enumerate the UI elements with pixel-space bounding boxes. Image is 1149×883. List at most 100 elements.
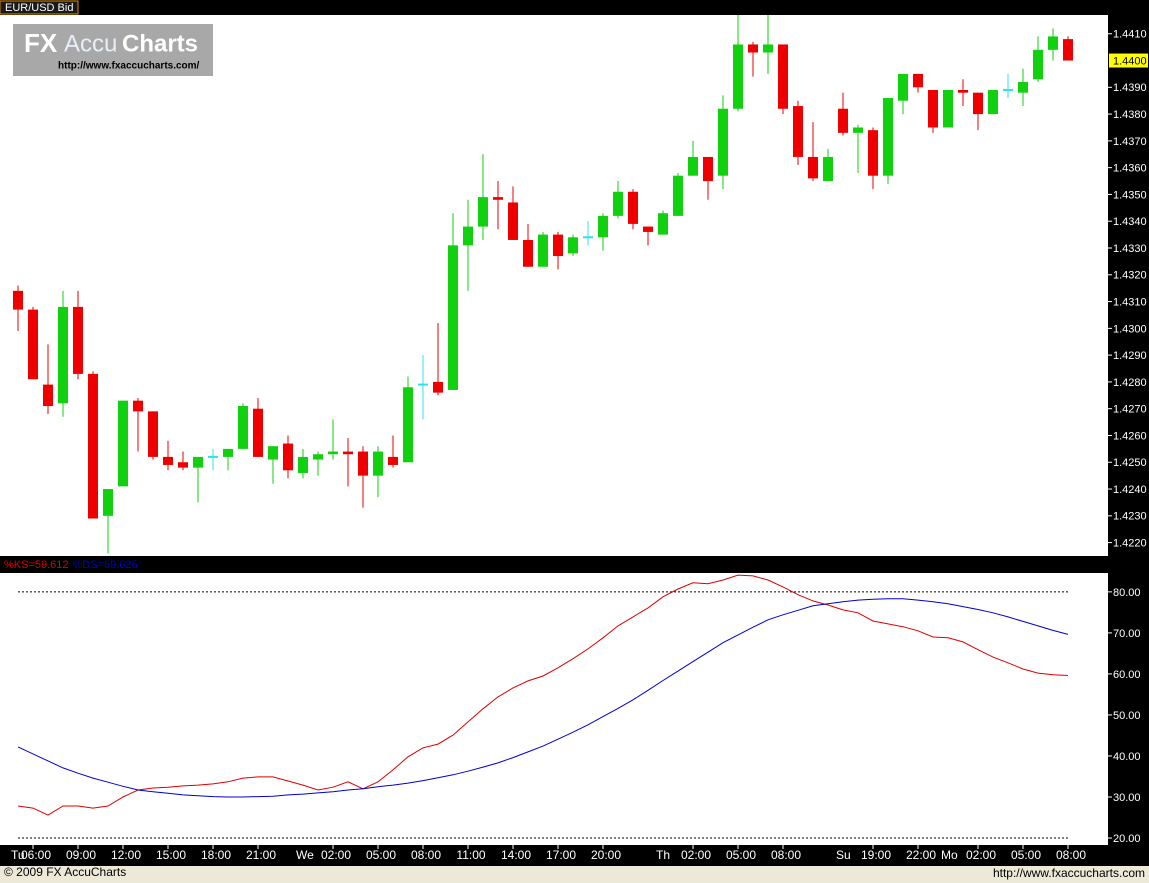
x-tick-label: 14:00 <box>501 848 531 862</box>
candle-body <box>373 451 383 476</box>
x-tick-label: 02:00 <box>681 848 711 862</box>
candle-body <box>478 197 488 227</box>
y-tick-label: 20.00 <box>1113 833 1141 845</box>
candle-body <box>673 175 683 216</box>
y-tick-label: 30.00 <box>1113 792 1141 804</box>
x-tick-label: 05:00 <box>726 848 756 862</box>
y-tick-label: 80.00 <box>1113 587 1141 599</box>
footer-url: http://www.fxaccucharts.com <box>993 866 1145 880</box>
candle-body <box>418 383 428 386</box>
candle-body <box>583 236 593 239</box>
candle-body <box>988 89 998 115</box>
candle-body <box>43 384 53 407</box>
candle-body <box>298 456 308 473</box>
candle-body <box>778 44 788 109</box>
candle-body <box>1018 81 1028 93</box>
candle-body <box>628 191 638 224</box>
x-tick-label: 17:00 <box>546 848 576 862</box>
indicator-line <box>17 574 1069 816</box>
x-tick-label: 06:00 <box>21 848 51 862</box>
last-price-badge <box>1109 53 1148 68</box>
x-tick-label: 02:00 <box>966 848 996 862</box>
day-label: We <box>296 848 314 862</box>
candle-body <box>163 456 173 465</box>
candle-body <box>193 456 203 468</box>
copyright: © 2009 FX AccuCharts <box>4 865 126 879</box>
candle-body <box>703 156 713 182</box>
price-panel <box>0 15 1108 556</box>
candle-body <box>403 387 413 463</box>
candle-body <box>1033 49 1043 80</box>
y-tick-label: 50.00 <box>1113 710 1141 722</box>
y-tick-label: 1.4250 <box>1113 457 1147 469</box>
y-tick-label: 1.4260 <box>1113 430 1147 442</box>
footer-bar <box>0 866 1149 883</box>
candle-body <box>643 226 653 232</box>
candle-body <box>898 73 908 101</box>
y-tick-label: 40.00 <box>1113 751 1141 763</box>
candle-body <box>328 451 338 455</box>
y-tick-label: 1.4360 <box>1113 163 1147 175</box>
y-tick-label: 1.4230 <box>1113 511 1147 523</box>
candle-body <box>658 213 668 235</box>
candle-body <box>808 156 818 179</box>
candle-body <box>343 451 353 455</box>
candle-body <box>103 489 113 516</box>
candle-body <box>838 108 848 133</box>
day-label: Th <box>656 848 670 862</box>
y-tick-label: 1.4390 <box>1113 82 1147 94</box>
candle-body <box>538 234 548 267</box>
indicator-panel <box>0 573 1108 845</box>
candle-body <box>943 89 953 128</box>
x-tick-label: 11:00 <box>456 848 485 862</box>
candle-body <box>148 411 158 457</box>
x-tick-label: 18:00 <box>201 848 231 862</box>
candle-body <box>283 443 293 471</box>
logo-accu: Accu <box>64 30 117 57</box>
y-tick-label: 1.4280 <box>1113 377 1147 389</box>
candle-body <box>883 98 893 176</box>
candle-body <box>433 381 443 393</box>
logo-charts: Charts <box>122 30 198 57</box>
candle-body <box>223 448 233 457</box>
candle-body <box>73 306 83 374</box>
candle-body <box>973 92 983 115</box>
candle-body <box>688 156 698 176</box>
x-tick-label: 09:00 <box>66 848 96 862</box>
candle-body <box>613 191 623 216</box>
x-tick-label: 08:00 <box>1056 848 1086 862</box>
candle-body <box>58 306 68 404</box>
candle-body <box>958 89 968 93</box>
logo-url: http://www.fxaccucharts.com/ <box>58 61 200 72</box>
logo-fx: FX <box>24 28 58 58</box>
last-price-label: 1.4400 <box>1113 55 1147 67</box>
x-tick-label: 19:00 <box>861 848 891 862</box>
x-tick-label: 20:00 <box>591 848 621 862</box>
legend-entry: %KS=59.612 <box>4 559 69 571</box>
watermark: FX Accu Charts http://www.fxaccucharts.c… <box>13 24 213 76</box>
x-tick-label: 22:00 <box>906 848 936 862</box>
candle-body <box>493 197 503 200</box>
symbol-title: EUR/USD Bid <box>5 2 73 14</box>
y-tick-label: 1.4320 <box>1113 270 1147 282</box>
day-label: Su <box>836 848 851 862</box>
candle-body <box>913 73 923 88</box>
y-tick-label: 1.4290 <box>1113 350 1147 362</box>
x-tick-label: 12:00 <box>111 848 141 862</box>
x-tick-label: 21:00 <box>246 848 276 862</box>
candle-body <box>238 406 248 449</box>
candle-body <box>1048 36 1058 50</box>
symbol-box <box>0 0 79 15</box>
candle-body <box>178 462 188 468</box>
candle-body <box>523 239 533 267</box>
y-tick-label: 70.00 <box>1113 628 1141 640</box>
y-tick-label: 1.4240 <box>1113 484 1147 496</box>
candle-body <box>793 106 803 157</box>
logo-box <box>13 24 213 76</box>
y-tick-label: 1.4340 <box>1113 216 1147 228</box>
candle-body <box>733 44 743 109</box>
y-tick-label: 1.4370 <box>1113 136 1147 148</box>
candle-body <box>463 226 473 246</box>
